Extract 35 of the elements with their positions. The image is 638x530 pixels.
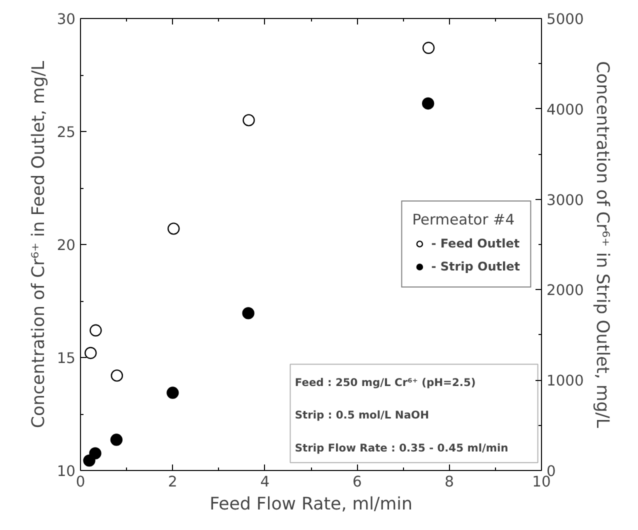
x-tick-label: 0	[76, 474, 86, 490]
x-axis-title: Feed Flow Rate, ml/min	[210, 494, 412, 514]
annotation: Feed : 250 mg/L Cr⁶⁺ (pH=2.5)	[294, 376, 476, 389]
point	[422, 97, 434, 110]
legend-label: - Strip Outlet	[431, 260, 520, 274]
point	[90, 324, 102, 336]
point	[84, 346, 97, 360]
y-axis-title: Concentration of Cr⁶⁺ in Feed Outlet, mg/L	[28, 60, 49, 428]
y-tick-label: 10	[56, 463, 76, 480]
y2-tick-label: 3000	[546, 192, 584, 209]
y2-tick-label: 4000	[546, 101, 584, 118]
x-tick-label: 8	[444, 474, 454, 490]
x-tick-label: 4	[260, 474, 270, 490]
point	[110, 434, 123, 446]
y-tick-label: 20	[56, 237, 76, 254]
point	[168, 222, 180, 235]
y-tick-label: 30	[56, 11, 76, 28]
legend-title: Permeator #4	[412, 212, 516, 228]
y-tick-label: 15	[56, 350, 76, 367]
point	[242, 307, 254, 320]
point	[166, 386, 179, 399]
annotation: Strip Flow Rate : 0.35 - 0.45 ml/min	[294, 441, 508, 454]
y2-tick-label: 1000	[546, 372, 584, 390]
point	[110, 369, 124, 382]
annotation: Strip : 0.5 mol/L NaOH	[294, 408, 430, 422]
x-tick-label: 2	[168, 474, 178, 490]
x-tick-label: 6	[352, 474, 362, 490]
y-tick-label: 25	[56, 124, 76, 141]
point	[422, 42, 435, 54]
point	[89, 447, 102, 460]
y2-tick-label: 2000	[546, 282, 584, 300]
y2-axis-title: Concentration of Cr⁶⁺ in Strip Outlet, mg/L	[592, 61, 612, 428]
legend-label: - Feed Outlet	[431, 236, 520, 250]
point	[242, 114, 255, 126]
y2-tick-label: 5000	[546, 11, 584, 28]
